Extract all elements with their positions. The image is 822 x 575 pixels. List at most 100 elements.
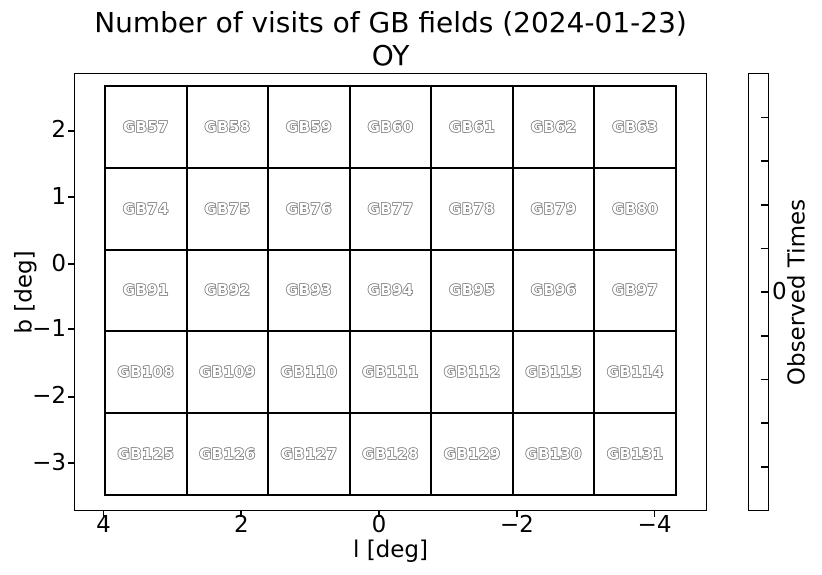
chart-title-block: Number of visits of GB fields (2024-01-2… xyxy=(74,6,707,72)
x-tick-mark xyxy=(515,511,518,517)
field-label: GB59 xyxy=(285,117,332,136)
field-cell: GB93 xyxy=(268,249,350,332)
x-tick-label: 2 xyxy=(233,512,249,538)
colorbar-axis-label: Observed Times xyxy=(784,198,811,386)
field-label: GB113 xyxy=(525,363,583,382)
y-tick-mark xyxy=(68,263,74,265)
y-tick-mark xyxy=(68,395,74,398)
field-label: GB62 xyxy=(530,117,577,136)
field-label: GB128 xyxy=(362,444,420,464)
x-tick-label: −2 xyxy=(499,512,534,538)
field-cell: GB95 xyxy=(431,249,513,332)
field-label: GB130 xyxy=(525,444,583,464)
field-cell: GB131 xyxy=(594,413,676,495)
field-label: GB80 xyxy=(612,199,659,218)
field-label: GB78 xyxy=(449,199,496,218)
field-label: GB97 xyxy=(612,281,659,300)
field-cell: GB110 xyxy=(268,331,350,414)
y-tick-mark xyxy=(68,196,74,199)
field-label: GB75 xyxy=(204,199,251,218)
colorbar-tick-mark xyxy=(761,247,769,250)
field-label: GB60 xyxy=(367,117,414,136)
field-cell: GB59 xyxy=(268,86,350,168)
field-cell: GB78 xyxy=(431,167,513,250)
y-tick-label: 2 xyxy=(51,117,66,144)
field-label: GB110 xyxy=(280,363,338,382)
field-label: GB111 xyxy=(362,363,420,382)
field-cell: GB91 xyxy=(105,249,187,332)
field-cell: GB63 xyxy=(594,86,676,168)
y-axis-label: b [deg] xyxy=(11,250,38,334)
field-grid: GB57 GB58 GB59 GB60 GB61 GB62 GB63 GB74 … xyxy=(104,85,677,496)
field-cell: GB76 xyxy=(268,167,350,250)
field-cell: GB92 xyxy=(186,249,269,332)
x-tick-mark xyxy=(240,511,243,517)
field-label: GB58 xyxy=(204,117,251,136)
colorbar-tick-mark xyxy=(761,378,769,381)
chart-title: Number of visits of GB fields (2024-01-2… xyxy=(94,6,687,39)
field-cell: GB111 xyxy=(349,331,432,414)
field-cell: GB77 xyxy=(349,167,432,250)
field-cell: GB108 xyxy=(105,331,187,414)
field-label: GB112 xyxy=(443,363,501,382)
y-tick-mark xyxy=(68,328,74,331)
y-tick-label: 1 xyxy=(51,183,66,210)
field-label: GB114 xyxy=(606,363,664,382)
field-cell: GB129 xyxy=(431,413,513,495)
field-label: GB129 xyxy=(443,444,501,464)
field-cell: GB127 xyxy=(268,413,350,495)
plot-area: GB57 GB58 GB59 GB60 GB61 GB62 GB63 GB74 … xyxy=(74,73,707,511)
y-tick-label: −1 xyxy=(32,315,66,342)
field-label: GB76 xyxy=(285,199,332,218)
colorbar-tick-mark xyxy=(761,204,769,206)
field-cell: GB61 xyxy=(431,86,513,168)
field-label: GB109 xyxy=(198,363,256,382)
field-cell: GB75 xyxy=(186,167,269,250)
colorbar-tick-mark xyxy=(761,422,769,425)
field-label: GB93 xyxy=(285,281,332,300)
field-cell: GB126 xyxy=(186,413,269,495)
chart-subtitle: OY xyxy=(371,39,410,72)
field-label: GB77 xyxy=(367,199,414,218)
field-label: GB92 xyxy=(204,281,251,300)
y-tick-label: 0 xyxy=(51,250,66,277)
y-tick-label: −3 xyxy=(32,449,66,476)
colorbar-tick-mark xyxy=(761,335,769,337)
field-cell: GB79 xyxy=(512,167,595,250)
field-cell: GB130 xyxy=(512,413,595,495)
field-cell: GB128 xyxy=(349,413,432,495)
field-cell: GB58 xyxy=(186,86,269,168)
field-cell: GB112 xyxy=(431,331,513,414)
field-cell: GB94 xyxy=(349,249,432,332)
x-tick-mark xyxy=(378,511,380,517)
field-label: GB61 xyxy=(449,117,496,136)
field-label: GB94 xyxy=(367,281,414,300)
x-tick-label: 0 xyxy=(371,512,387,538)
colorbar-tick-mark xyxy=(761,116,769,119)
x-tick-mark xyxy=(653,511,656,517)
field-label: GB74 xyxy=(122,199,169,218)
field-label: GB63 xyxy=(612,117,659,136)
x-axis-label: l [deg] xyxy=(353,537,428,563)
field-cell: GB62 xyxy=(512,86,595,168)
field-label: GB108 xyxy=(117,363,175,382)
field-cell: GB60 xyxy=(349,86,432,168)
colorbar-tick-mark xyxy=(761,160,769,163)
x-tick-mark xyxy=(102,511,105,517)
colorbar-tick-mark xyxy=(761,466,769,468)
field-label: GB125 xyxy=(117,444,175,464)
field-label: GB126 xyxy=(198,444,256,464)
field-cell: GB125 xyxy=(105,413,187,495)
field-cell: GB80 xyxy=(594,167,676,250)
x-tick-label: 4 xyxy=(96,512,111,538)
field-label: GB57 xyxy=(122,117,169,136)
field-cell: GB96 xyxy=(512,249,595,332)
field-cell: GB113 xyxy=(512,331,595,414)
field-label: GB95 xyxy=(449,281,496,300)
y-tick-mark xyxy=(68,129,74,132)
colorbar xyxy=(747,73,770,511)
field-cell: GB114 xyxy=(594,331,676,414)
field-label: GB96 xyxy=(530,281,577,300)
field-label: GB79 xyxy=(530,199,577,218)
field-cell: GB109 xyxy=(186,331,269,414)
